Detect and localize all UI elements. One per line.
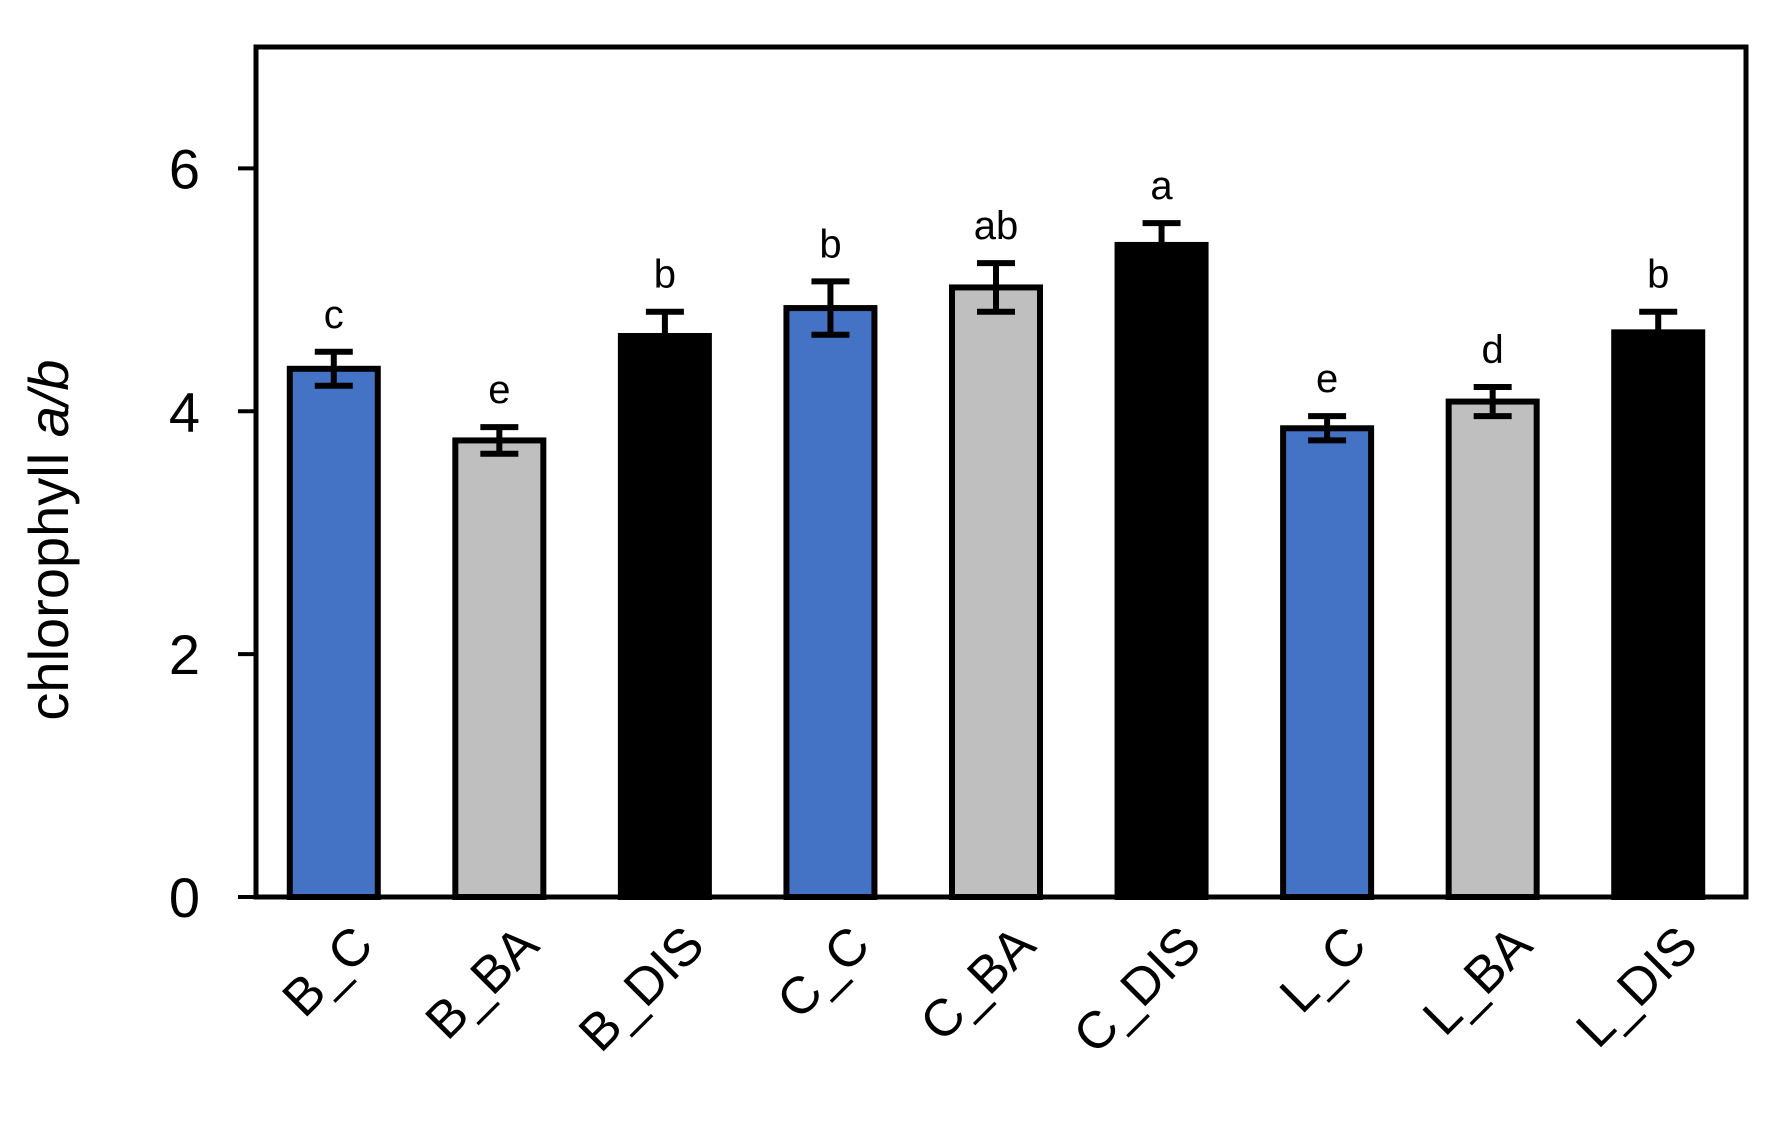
bar bbox=[1445, 398, 1540, 900]
error-bars bbox=[314, 220, 1678, 457]
significance-letter: b bbox=[1647, 253, 1669, 297]
category-label: L_DIS bbox=[1565, 915, 1708, 1058]
y-tick-label: 0 bbox=[169, 866, 200, 929]
y-axis-title: chlorophyll a/b bbox=[17, 359, 80, 720]
y-tick-label: 6 bbox=[169, 137, 200, 200]
category-labels: B_C B_BA B_DIS C_C C_BA C_DIS L_C L_BA L_DIS bbox=[272, 915, 1709, 1065]
significance-letter: e bbox=[1316, 357, 1338, 401]
category-label: B_C bbox=[272, 915, 385, 1028]
category-label: L_BA bbox=[1412, 915, 1543, 1046]
y-axis-ticks: 0 2 4 6 bbox=[169, 137, 256, 929]
bar bbox=[949, 284, 1043, 900]
y-axis-title-italic: a/b bbox=[17, 359, 80, 437]
category-label: C_C bbox=[766, 915, 881, 1030]
bar bbox=[783, 305, 878, 901]
significance-letter: e bbox=[488, 368, 510, 412]
significance-letter: ab bbox=[974, 204, 1019, 248]
category-label: B_BA bbox=[415, 915, 550, 1050]
bar bbox=[1114, 241, 1209, 900]
significance-letter: c bbox=[324, 293, 344, 337]
significance-letter: a bbox=[1150, 164, 1173, 208]
significance-letters: c e b b ab a e d b bbox=[324, 164, 1670, 412]
bar bbox=[1611, 329, 1706, 901]
plot-frame bbox=[253, 44, 1749, 900]
bar bbox=[452, 437, 547, 900]
significance-letter: d bbox=[1482, 328, 1504, 372]
bar bbox=[617, 333, 712, 900]
category-label: L_C bbox=[1269, 915, 1377, 1023]
bar bbox=[1280, 425, 1375, 900]
category-label: B_DIS bbox=[568, 915, 715, 1062]
significance-letter: b bbox=[654, 253, 676, 297]
y-tick-label: 2 bbox=[169, 623, 200, 686]
category-label: C_BA bbox=[909, 915, 1046, 1052]
bar bbox=[286, 365, 381, 900]
y-tick-label: 4 bbox=[169, 380, 200, 443]
y-axis-title-text: chlorophyll bbox=[17, 437, 80, 720]
category-label: C_DIS bbox=[1063, 915, 1212, 1064]
significance-letter: b bbox=[819, 222, 841, 266]
